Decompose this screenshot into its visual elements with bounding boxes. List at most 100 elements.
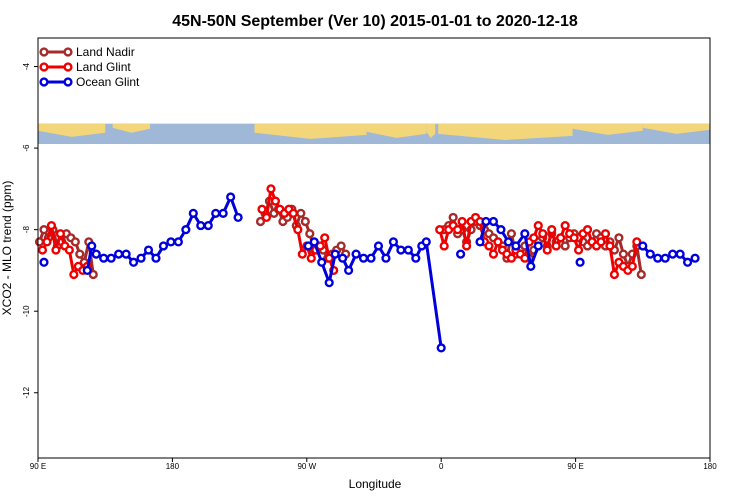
x-tick-label: 180 xyxy=(703,462,717,471)
data-point xyxy=(538,229,548,239)
data-point xyxy=(411,253,421,263)
data-point xyxy=(575,257,585,267)
data-point xyxy=(484,241,494,251)
data-point xyxy=(324,278,334,288)
data-point xyxy=(233,212,243,223)
data-point xyxy=(218,208,228,218)
data-point xyxy=(436,343,446,353)
data-point xyxy=(403,245,413,255)
y-tick-label: -12 xyxy=(22,386,31,398)
data-point xyxy=(533,220,543,231)
data-point xyxy=(560,220,570,231)
data-point xyxy=(488,249,499,259)
legend-label: Land Nadir xyxy=(76,45,135,59)
legend-item: Land Glint xyxy=(39,60,131,74)
data-point xyxy=(645,249,655,259)
data-point xyxy=(488,216,499,227)
data-point xyxy=(69,269,79,280)
series-land-glint xyxy=(37,184,642,280)
data-point xyxy=(551,241,561,251)
data-point xyxy=(448,212,458,223)
plot-frame xyxy=(37,37,711,459)
data-point xyxy=(381,253,391,263)
data-point xyxy=(305,229,315,239)
data-point xyxy=(64,245,74,255)
data-point xyxy=(560,241,570,251)
data-point xyxy=(297,249,307,259)
data-point xyxy=(257,204,267,214)
data-point xyxy=(37,245,48,255)
data-point xyxy=(288,208,298,218)
legend-item: Land Nadir xyxy=(39,45,135,59)
data-point xyxy=(503,237,514,247)
data-point xyxy=(317,257,327,267)
data-point xyxy=(203,220,213,231)
data-point xyxy=(461,241,472,251)
data-point xyxy=(453,225,463,235)
data-point xyxy=(188,208,198,218)
data-point xyxy=(675,249,685,259)
data-point xyxy=(338,253,348,263)
data-point xyxy=(614,233,624,243)
data-point xyxy=(336,241,346,251)
data-point xyxy=(520,229,530,239)
legend-item: Ocean Glint xyxy=(39,75,140,89)
data-point xyxy=(582,225,593,235)
data-point xyxy=(596,237,606,247)
legend-marker xyxy=(39,77,49,87)
data-point xyxy=(300,216,310,227)
data-point xyxy=(211,208,221,218)
x-tick-label: 90 E xyxy=(567,462,583,471)
map-land-3 xyxy=(366,123,427,138)
data-point xyxy=(270,196,281,206)
data-point xyxy=(39,257,49,267)
legend-label: Ocean Glint xyxy=(76,75,140,89)
data-point xyxy=(573,245,584,255)
data-point xyxy=(166,237,176,247)
data-point xyxy=(261,212,272,223)
data-point xyxy=(46,220,57,231)
data-point xyxy=(324,253,334,263)
data-point xyxy=(99,253,109,263)
data-point xyxy=(439,241,449,251)
data-point xyxy=(421,237,431,247)
legend-marker xyxy=(39,62,49,72)
data-point xyxy=(320,233,330,243)
x-tick-label: 90 W xyxy=(297,462,316,471)
data-point xyxy=(255,216,266,227)
data-point xyxy=(136,253,146,263)
map-land-0 xyxy=(38,123,106,137)
data-point xyxy=(600,229,611,239)
chart-title: 45N-50N September (Ver 10) 2015-01-01 to… xyxy=(172,13,578,30)
data-point xyxy=(344,265,354,276)
data-point xyxy=(653,253,663,263)
data-point xyxy=(569,233,579,243)
x-axis: 90 E 180 90 W 0 90 E 180 xyxy=(30,458,717,471)
data-point xyxy=(435,225,445,235)
data-point xyxy=(475,237,485,247)
data-point xyxy=(366,253,376,263)
data-point xyxy=(55,229,66,239)
map-land-7 xyxy=(642,123,710,134)
data-point xyxy=(330,249,340,259)
data-point xyxy=(303,241,313,251)
data-point xyxy=(296,208,306,218)
x-tick-label: 180 xyxy=(166,462,180,471)
data-point xyxy=(106,253,116,263)
data-point xyxy=(309,237,319,247)
data-point xyxy=(638,241,648,251)
data-point xyxy=(293,225,303,235)
map-land-4 xyxy=(426,123,436,138)
x-tick-label: 90 E xyxy=(30,462,46,471)
map-land-1 xyxy=(112,123,150,133)
data-point xyxy=(42,237,52,247)
data-point xyxy=(636,269,646,280)
data-point xyxy=(396,245,406,255)
data-point xyxy=(114,249,124,259)
data-point xyxy=(87,241,97,251)
data-point xyxy=(75,249,85,259)
x-axis-label: Longitude xyxy=(349,477,402,491)
data-point xyxy=(173,237,183,247)
data-point xyxy=(51,245,61,255)
